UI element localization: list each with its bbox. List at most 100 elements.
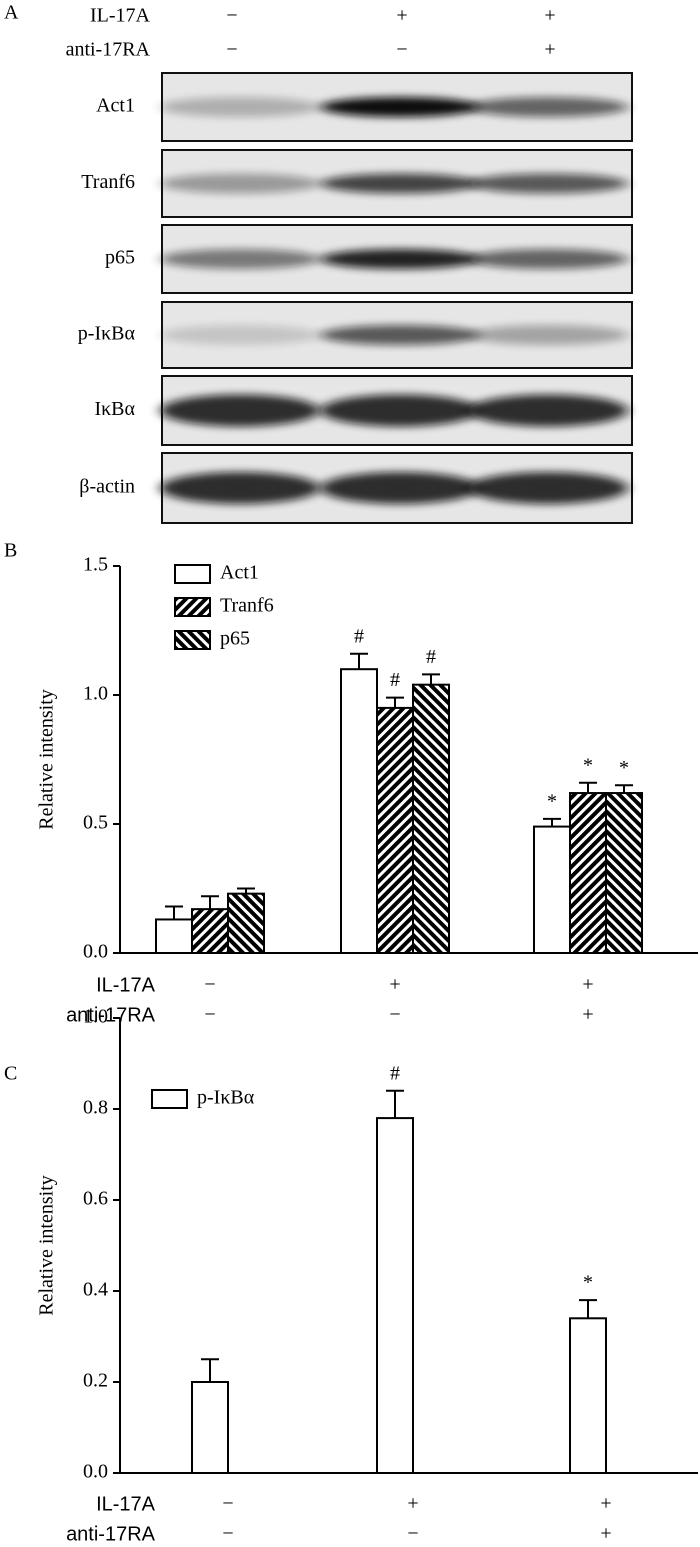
blot-band [468, 173, 628, 194]
legend-swatch [151, 1089, 188, 1109]
error-bar [386, 696, 404, 708]
error-bar [386, 1089, 404, 1119]
blot-band [320, 394, 480, 427]
treatment-sign: − [204, 974, 215, 996]
panel-label: B [4, 540, 17, 562]
error-bar [165, 905, 183, 920]
error-bar [201, 895, 219, 910]
treatment-sign: − [389, 1004, 400, 1026]
treatment-sign: − [226, 39, 237, 61]
blot-band [320, 173, 480, 194]
bar [227, 892, 265, 954]
blot-band [320, 97, 480, 117]
y-tick-label: 1.5 [83, 554, 108, 576]
significance-mark: # [426, 646, 436, 668]
treatment-label: anti-17RA [66, 1004, 156, 1026]
bar [569, 792, 607, 954]
treatment-sign: − [407, 1523, 418, 1545]
error-bar [579, 781, 597, 794]
legend-swatch [174, 564, 211, 584]
y-tick-label: 0.2 [83, 1370, 108, 1392]
blot-band [468, 472, 628, 504]
bar [191, 1381, 229, 1474]
error-bar [543, 817, 561, 827]
bar [376, 1117, 414, 1474]
bar [569, 1317, 607, 1475]
error-bar [350, 652, 368, 670]
significance-mark: * [583, 754, 593, 776]
treatment-label: anti-17RA [66, 1523, 156, 1545]
bar [340, 668, 378, 954]
y-axis-label: Relative intensity [36, 1175, 58, 1316]
y-tick-label: 0.8 [83, 1097, 108, 1119]
blot-band [320, 325, 480, 345]
blot-band [320, 472, 480, 504]
panel-label: A [4, 2, 19, 24]
significance-mark: # [390, 669, 400, 691]
treatment-sign: − [204, 1004, 215, 1026]
blot-band [468, 249, 628, 269]
band-label: Tranf6 [81, 171, 135, 193]
blot-band [468, 97, 628, 117]
legend-label: p-IκBα [197, 1087, 255, 1109]
bar [412, 683, 450, 954]
treatment-sign: + [396, 5, 407, 27]
blot-band [160, 394, 320, 427]
treatment-sign: + [600, 1523, 611, 1545]
error-bar [579, 1299, 597, 1319]
legend-label: Act1 [220, 562, 259, 584]
y-axis-label: Relative intensity [36, 689, 58, 830]
y-tick-label: 0.6 [83, 1188, 108, 1210]
bar [376, 706, 414, 955]
treatment-label: anti-17RA [66, 39, 151, 61]
error-bar [237, 887, 255, 894]
treatment-sign: + [407, 1493, 418, 1515]
bar [605, 792, 643, 954]
significance-mark: # [390, 1062, 400, 1084]
y-tick-label: 0.4 [83, 1279, 108, 1301]
treatment-label: IL-17A [96, 1493, 156, 1515]
blot-band [160, 325, 320, 345]
treatment-sign: + [582, 974, 593, 996]
treatment-sign: + [600, 1493, 611, 1515]
error-bar [615, 784, 633, 794]
treatment-sign: − [222, 1493, 233, 1515]
blot-band [468, 325, 628, 345]
significance-mark: * [583, 1272, 593, 1294]
band-label: β-actin [79, 476, 135, 498]
legend-swatch [174, 597, 211, 617]
legend-label: p65 [220, 628, 250, 650]
band-label: p-IκBα [78, 323, 136, 345]
error-bar [422, 673, 440, 685]
significance-mark: # [354, 625, 364, 647]
blot-band [160, 472, 320, 504]
y-tick-label: 1.0 [83, 683, 108, 705]
treatment-sign: + [544, 5, 555, 27]
significance-mark: * [619, 757, 629, 779]
y-tick-label: 0.0 [83, 941, 108, 963]
bar [533, 825, 571, 955]
treatment-sign: − [226, 5, 237, 27]
treatment-sign: + [544, 39, 555, 61]
band-label: IκBα [94, 398, 135, 420]
band-label: p65 [105, 247, 135, 269]
treatment-sign: + [389, 974, 400, 996]
treatment-sign: − [396, 39, 407, 61]
band-label: Act1 [96, 95, 135, 117]
significance-mark: * [547, 790, 557, 812]
error-bar [201, 1358, 219, 1382]
legend-swatch [174, 630, 211, 650]
treatment-label: IL-17A [90, 5, 151, 27]
bar [155, 918, 193, 955]
bar [191, 908, 229, 955]
treatment-sign: − [222, 1523, 233, 1545]
treatment-sign: + [582, 1004, 593, 1026]
y-tick-label: 0.5 [83, 812, 108, 834]
blot-band [160, 173, 320, 194]
panel-label: C [4, 1063, 17, 1085]
y-tick-label: 1.0 [83, 1006, 108, 1028]
blot-band [468, 394, 628, 427]
y-tick-label: 0.0 [83, 1461, 108, 1483]
legend-label: Tranf6 [220, 595, 274, 617]
